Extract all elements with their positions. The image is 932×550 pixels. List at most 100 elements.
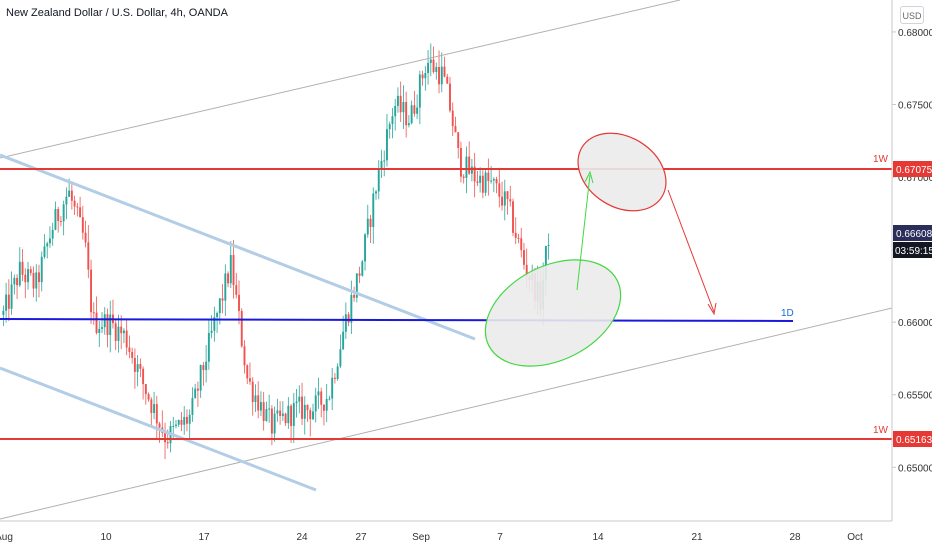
candle-up xyxy=(51,229,54,239)
candle-up xyxy=(276,410,279,414)
candle-down xyxy=(451,110,454,127)
candle-up xyxy=(54,209,57,230)
candle-up xyxy=(48,238,51,244)
candle-up xyxy=(429,59,432,63)
candle-down xyxy=(185,416,188,424)
candle-down xyxy=(150,399,153,413)
candle-up xyxy=(27,269,29,283)
price-box-lower-text: 0.65163 xyxy=(896,435,932,446)
candle-down xyxy=(155,404,158,424)
candle-down xyxy=(92,312,95,314)
candle-down xyxy=(421,74,424,79)
candle-up xyxy=(205,361,208,371)
candle-down xyxy=(90,269,93,313)
candle-up xyxy=(172,425,175,427)
x-tick-label: Sep xyxy=(412,532,430,543)
y-tick-label: 0.65500 xyxy=(898,391,932,402)
candle-down xyxy=(158,423,161,428)
candle-up xyxy=(43,246,46,257)
currency-button[interactable]: USD xyxy=(900,6,924,24)
candle-down xyxy=(125,330,128,348)
candle-down xyxy=(147,394,150,400)
candle-down xyxy=(301,396,303,419)
x-tick-label: Oct xyxy=(847,532,863,543)
candle-down xyxy=(139,364,142,369)
candle-up xyxy=(216,313,219,318)
candle-up xyxy=(331,377,334,399)
candle-up xyxy=(440,66,443,85)
candle-down xyxy=(59,221,62,223)
candle-down xyxy=(131,351,134,358)
candle-up xyxy=(396,95,399,106)
candle-up xyxy=(312,411,314,420)
candle-down xyxy=(306,404,309,411)
candle-down xyxy=(498,183,501,197)
candle-up xyxy=(177,420,180,425)
channel-lower-line xyxy=(0,307,893,520)
candle-up xyxy=(380,160,383,169)
candle-down xyxy=(240,310,243,347)
candle-down xyxy=(106,314,109,336)
candle-down xyxy=(347,314,350,323)
candle-down xyxy=(221,298,224,301)
candle-down xyxy=(235,285,238,295)
candle-up xyxy=(281,413,284,416)
level-label-1w-lower: 1W xyxy=(873,425,889,436)
candle-up xyxy=(259,402,262,411)
y-tick-label: 0.67500 xyxy=(898,100,932,111)
candle-up xyxy=(65,196,68,205)
candle-down xyxy=(243,346,246,366)
candle-down xyxy=(76,206,79,208)
candle-up xyxy=(386,129,388,161)
x-tick-label: 24 xyxy=(296,532,308,543)
candle-up xyxy=(117,326,120,341)
candle-up xyxy=(410,105,413,124)
candle-down xyxy=(454,126,457,133)
candle-down xyxy=(24,274,27,283)
candle-up xyxy=(18,261,21,286)
candle-down xyxy=(238,294,240,311)
candle-up xyxy=(355,273,358,298)
candle-up xyxy=(479,175,482,183)
candle-down xyxy=(202,365,205,371)
y-tick-label: 0.68000 xyxy=(898,28,932,39)
candle-down xyxy=(432,59,435,72)
candle-up xyxy=(435,67,438,72)
candle-down xyxy=(309,410,312,420)
candle-down xyxy=(506,191,509,200)
candle-down xyxy=(166,442,169,444)
candle-down xyxy=(180,420,183,425)
x-tick-label: Aug xyxy=(0,532,13,543)
candle-up xyxy=(109,314,112,336)
candle-down xyxy=(476,181,479,183)
candle-down xyxy=(284,413,287,424)
candle-down xyxy=(517,237,520,239)
candle-up xyxy=(218,298,221,314)
candle-up xyxy=(388,124,391,130)
last-price-text: 0.66608 xyxy=(896,229,932,240)
candle-down xyxy=(70,190,73,201)
candle-down xyxy=(232,255,235,286)
candle-down xyxy=(358,273,361,276)
candle-down xyxy=(257,395,260,411)
candle-up xyxy=(470,166,473,174)
candle-up xyxy=(336,366,339,379)
time-axis[interactable]: Aug 10 17 24 27 Sep 7 14 21 28 Oct xyxy=(0,532,863,543)
candles-layer xyxy=(2,43,550,460)
x-tick-label: 10 xyxy=(100,532,112,543)
level-label-1w-upper: 1W xyxy=(873,154,889,165)
candle-up xyxy=(402,101,405,113)
candle-down xyxy=(449,83,451,111)
candle-down xyxy=(246,365,249,379)
candle-down xyxy=(443,66,446,77)
candle-down xyxy=(333,377,336,379)
candle-up xyxy=(544,245,547,280)
candle-down xyxy=(413,105,416,114)
candle-down xyxy=(320,391,323,405)
x-tick-label: 7 xyxy=(497,532,503,543)
candle-down xyxy=(520,238,523,251)
candle-down xyxy=(487,172,490,182)
candle-down xyxy=(279,410,282,416)
candle-down xyxy=(133,357,136,372)
